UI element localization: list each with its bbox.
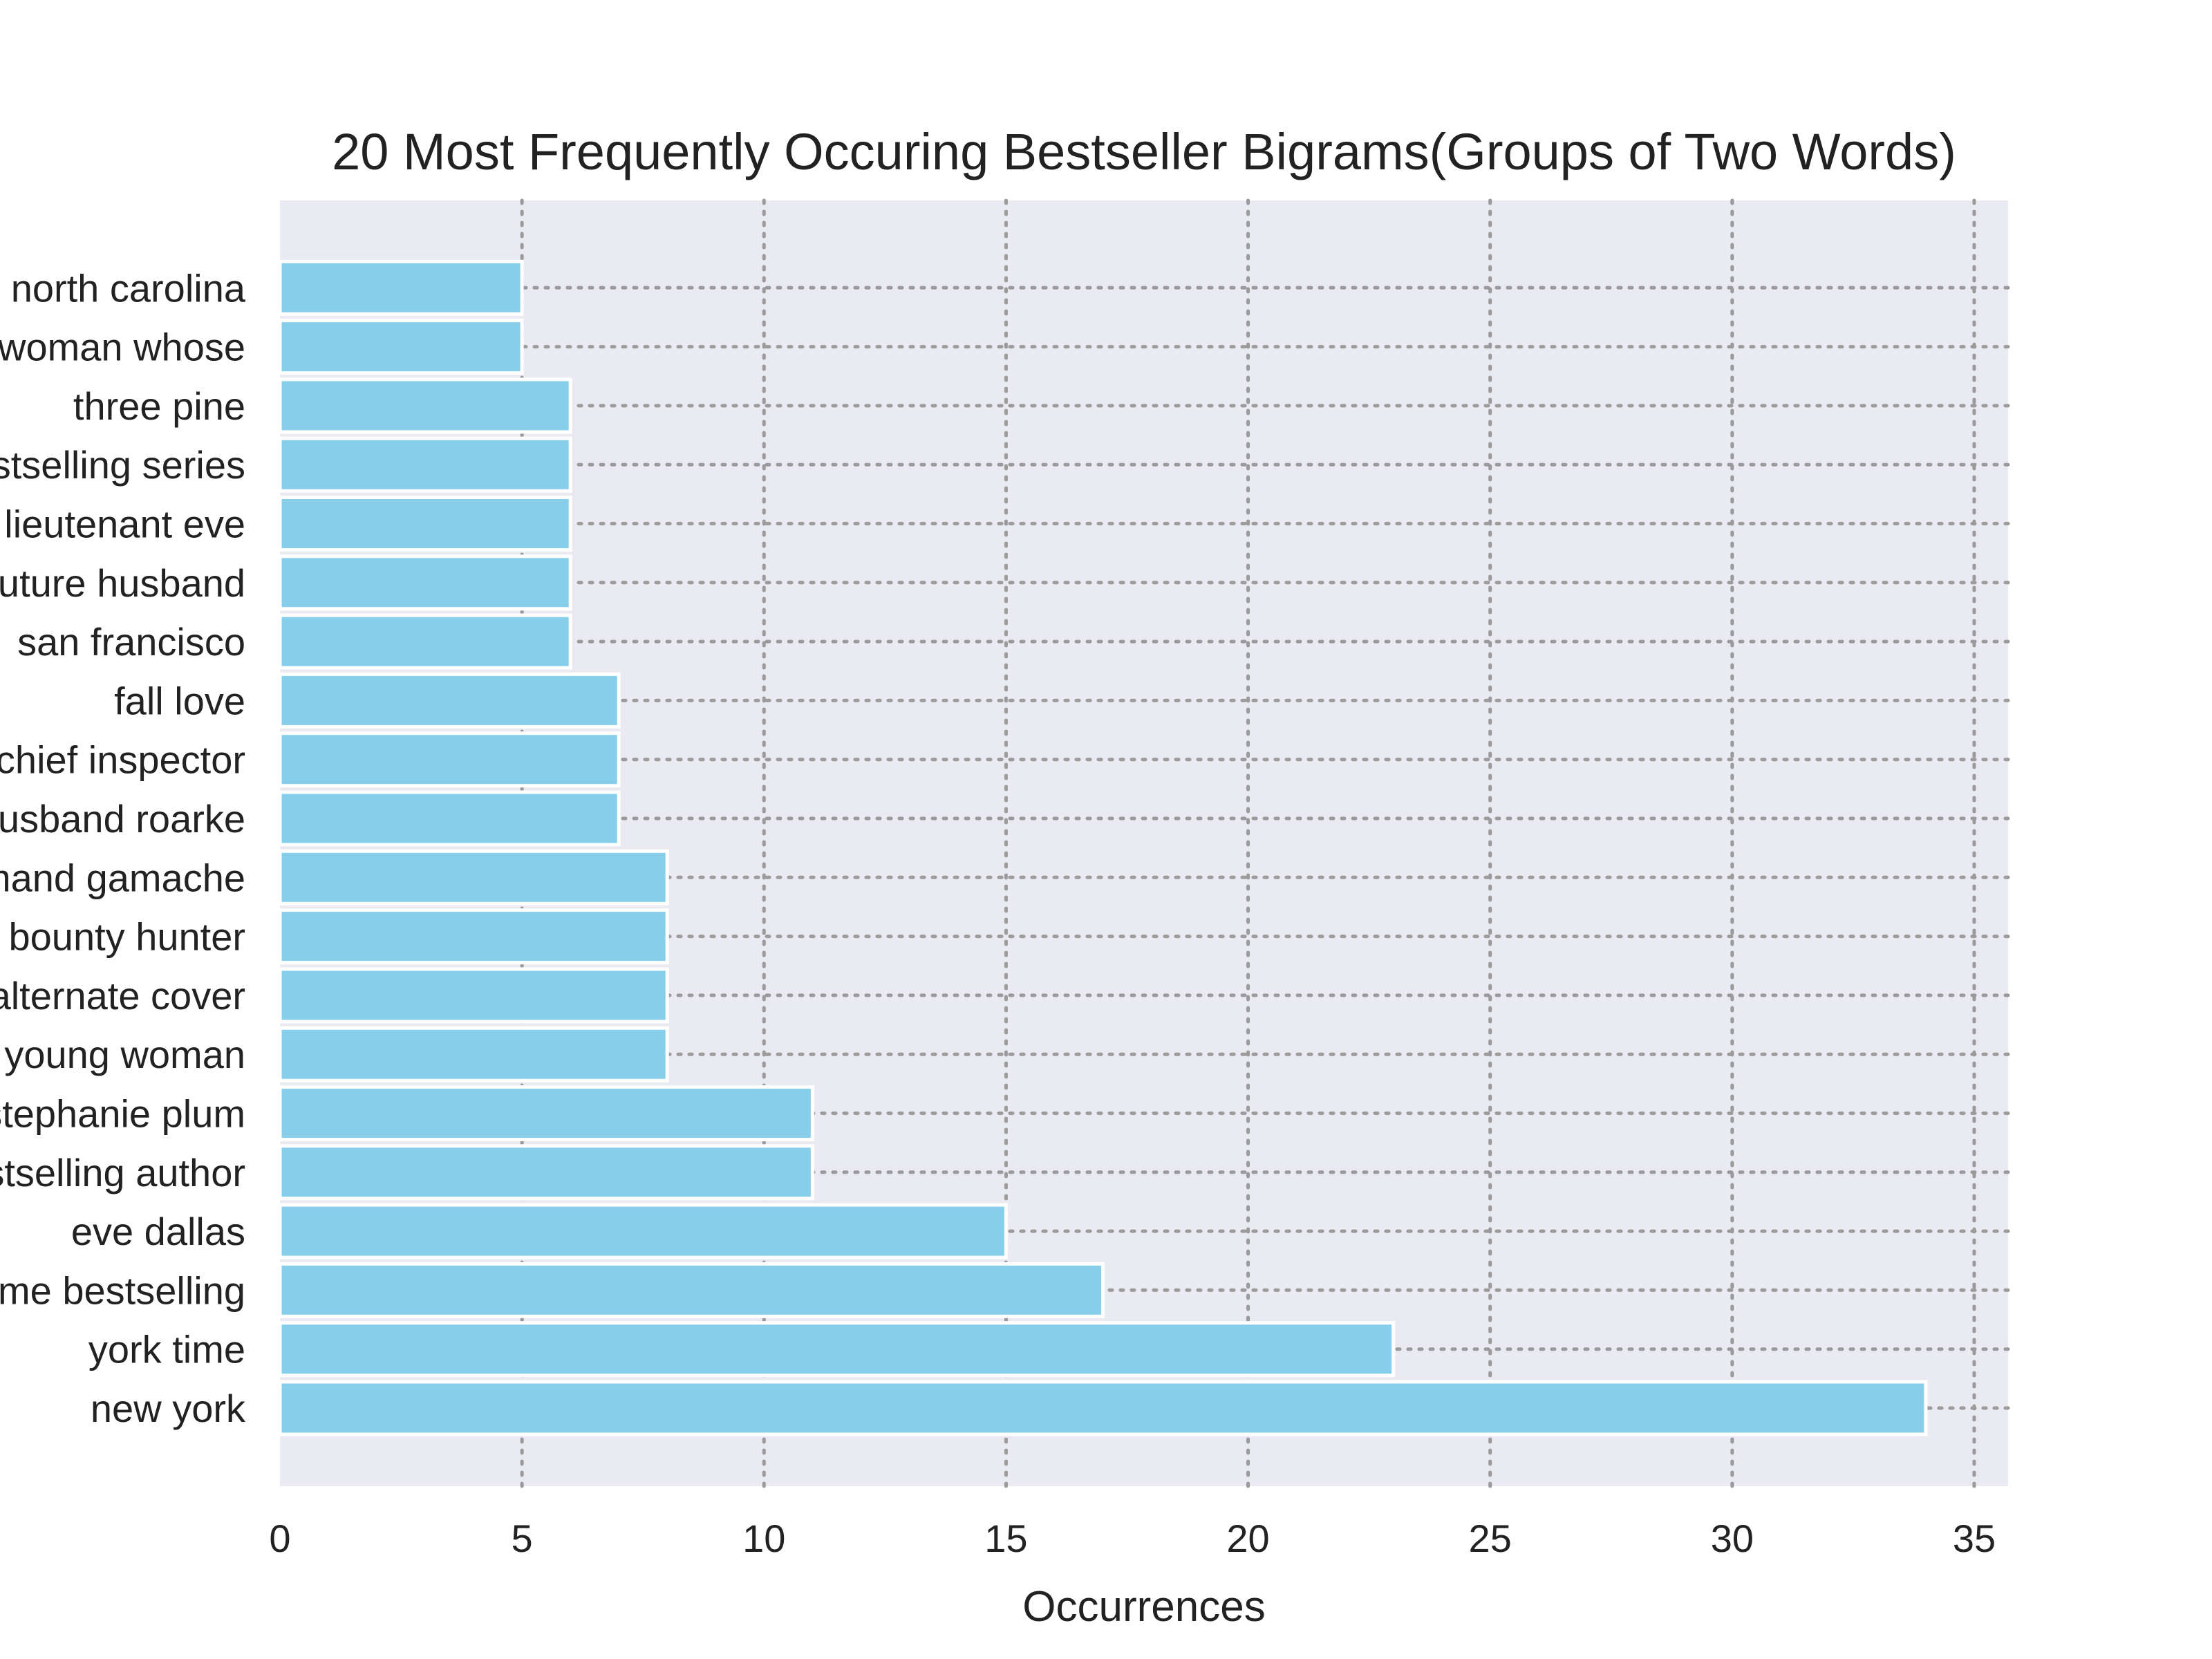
bar bbox=[278, 613, 572, 670]
x-tick-label: 20 bbox=[1226, 1517, 1269, 1560]
y-tick-label: future husband bbox=[0, 561, 245, 605]
y-tick-label: bounty hunter bbox=[9, 915, 245, 959]
bar bbox=[278, 1380, 1928, 1436]
bar bbox=[278, 496, 572, 552]
bar bbox=[278, 1026, 669, 1082]
y-tick-label: husband roarke bbox=[0, 797, 245, 841]
y-tick-label: young woman bbox=[4, 1033, 245, 1076]
x-tick-label: 10 bbox=[742, 1517, 785, 1560]
y-tick-label: bestselling author bbox=[0, 1151, 245, 1194]
y-tick-label: stephanie plum bbox=[0, 1092, 245, 1136]
bar bbox=[278, 731, 621, 788]
x-tick-label: 25 bbox=[1469, 1517, 1512, 1560]
x-tick-label: 30 bbox=[1711, 1517, 1754, 1560]
y-tick-label: three pine bbox=[73, 384, 245, 428]
x-tick-labels: 0 5 10 15 20 25 30 35 bbox=[269, 1517, 1996, 1560]
bars bbox=[278, 259, 1928, 1436]
bar bbox=[278, 908, 669, 965]
x-tick-label: 15 bbox=[984, 1517, 1027, 1560]
chart-title: 20 Most Frequently Occuring Bestseller B… bbox=[332, 123, 1956, 180]
y-tick-label: fall love bbox=[114, 679, 245, 722]
y-tick-label: woman whose bbox=[0, 326, 245, 369]
x-axis-label: Occurrences bbox=[1022, 1583, 1265, 1631]
bar bbox=[278, 436, 572, 493]
y-tick-label: north carolina bbox=[11, 266, 246, 310]
y-tick-label: alternate cover bbox=[0, 974, 245, 1018]
y-tick-label: new york bbox=[91, 1387, 246, 1430]
y-tick-label: bestselling series bbox=[0, 443, 245, 487]
bar bbox=[278, 790, 621, 847]
bar bbox=[278, 1262, 1105, 1318]
y-tick-label: york time bbox=[88, 1328, 245, 1371]
bar bbox=[278, 259, 524, 316]
bar bbox=[278, 319, 524, 375]
bar bbox=[278, 849, 669, 906]
x-tick-label: 0 bbox=[269, 1517, 290, 1560]
y-tick-label: san francisco bbox=[17, 620, 245, 664]
x-tick-label: 5 bbox=[512, 1517, 533, 1560]
bar bbox=[278, 1085, 814, 1141]
y-tick-label: lieutenant eve bbox=[4, 503, 245, 546]
bar bbox=[278, 672, 621, 729]
bar bbox=[278, 1203, 1008, 1259]
bar bbox=[278, 1321, 1396, 1378]
bar bbox=[278, 554, 572, 611]
y-tick-label: armand gamache bbox=[0, 856, 245, 899]
y-tick-label: time bestselling bbox=[0, 1268, 245, 1312]
bar bbox=[278, 1144, 814, 1201]
x-tick-label: 35 bbox=[1953, 1517, 1996, 1560]
y-tick-label: eve dallas bbox=[71, 1210, 245, 1253]
y-tick-label: chief inspector bbox=[0, 738, 245, 782]
category-labels: new york york time time bestselling eve dal… bbox=[0, 266, 246, 1430]
bar bbox=[278, 377, 572, 434]
bar bbox=[278, 967, 669, 1024]
